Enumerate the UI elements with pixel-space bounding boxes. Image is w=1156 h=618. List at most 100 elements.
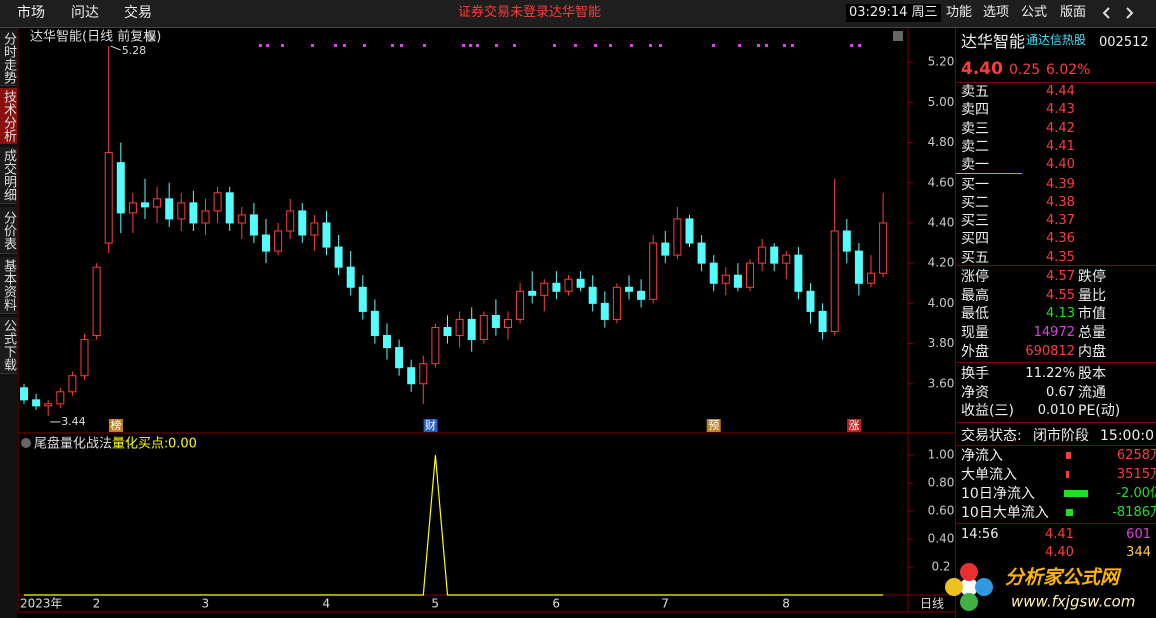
- indicator-menu-icon[interactable]: [21, 438, 31, 448]
- candle-body: [310, 222, 319, 236]
- chart-menu-icon[interactable]: [146, 32, 156, 42]
- x-tick-label: 7: [661, 597, 669, 611]
- candle-body: [262, 234, 270, 252]
- separator: [956, 82, 1156, 83]
- book-price: 4.43: [1046, 102, 1075, 118]
- stat-value: 0.67: [1046, 385, 1075, 400]
- separator: [956, 422, 1156, 423]
- stock-tag: 通达信热股: [1026, 33, 1087, 47]
- stat-value: 0.010: [1037, 403, 1075, 418]
- y-tick-label: 0.40: [928, 532, 955, 546]
- tool-item[interactable]: 功能: [946, 5, 973, 20]
- x-tick-label: 5: [431, 597, 439, 611]
- candle-body: [44, 403, 53, 407]
- stat-label-2: 市值: [1078, 306, 1106, 322]
- candle-body: [758, 246, 767, 264]
- candle-body: [56, 391, 65, 405]
- y-tick-label: 4.00: [928, 296, 955, 310]
- candle-body: [879, 222, 888, 274]
- tool-item[interactable]: 版面: [1060, 5, 1087, 20]
- legend-name: 量化买点:: [112, 437, 168, 452]
- candle-body: [92, 266, 101, 337]
- annotation-arrow: [110, 45, 121, 51]
- stat-value: 4.13: [1046, 306, 1075, 321]
- nav-arrows[interactable]: [1096, 0, 1136, 26]
- stat-label-2: 股本: [1078, 366, 1106, 382]
- status-label: 交易状态:: [961, 428, 1022, 444]
- x-tick-label: 8: [782, 597, 790, 611]
- flow-bar: [1066, 509, 1073, 516]
- book-label: 买一: [961, 176, 989, 193]
- tool-item[interactable]: 公式: [1021, 5, 1048, 20]
- signal-dot: [858, 44, 861, 47]
- tick-price: 4.41: [1045, 527, 1074, 542]
- candle-body: [322, 222, 331, 248]
- side-tab[interactable]: 公式下载: [0, 317, 17, 374]
- signal-dot: [791, 44, 794, 47]
- high-label: 5.28: [122, 44, 147, 57]
- maximize-icon[interactable]: [893, 31, 903, 41]
- candle-body: [274, 230, 283, 252]
- chart-title: 达华智能(日线 前复权): [30, 29, 161, 45]
- event-badge: [847, 419, 862, 432]
- signal-dot: [266, 44, 269, 47]
- x-tick-label: 6: [552, 597, 560, 611]
- stat-label: 换手: [961, 366, 989, 382]
- candle-body: [20, 387, 28, 401]
- candle-body: [225, 192, 234, 224]
- y-tick-label: 0.80: [928, 476, 955, 490]
- stat-label: 现量: [961, 325, 989, 341]
- signal-dot: [574, 44, 577, 47]
- book-price: 4.40: [1046, 157, 1075, 173]
- candle-body: [383, 335, 391, 349]
- login-notice: 证券交易未登录: [458, 5, 550, 20]
- signal-dot: [281, 44, 284, 47]
- candle-body: [68, 375, 77, 393]
- x-axis-label: 日线: [920, 597, 944, 611]
- stat-label: 外盘: [961, 344, 989, 360]
- y-tick-label: 1.00: [928, 448, 955, 462]
- flow-label: 净流入: [961, 448, 1003, 464]
- menu-item[interactable]: 交易: [124, 5, 152, 21]
- book-label: 买二: [961, 194, 989, 211]
- candle-body: [721, 274, 730, 284]
- tick-volume: 344: [1126, 545, 1151, 560]
- menu-item[interactable]: 市场: [17, 5, 45, 21]
- stat-label-2: 跌停: [1078, 269, 1106, 285]
- tool-item[interactable]: 选项: [983, 5, 1010, 20]
- flow-value: 6258万: [1116, 448, 1156, 463]
- side-tab[interactable]: 技术分析: [0, 88, 17, 144]
- y-tick-label: 4.80: [928, 135, 955, 149]
- candle-body: [213, 192, 222, 212]
- separator: [956, 173, 1022, 174]
- book-label: 买三: [961, 213, 989, 230]
- x-tick-label: 2023年: [20, 597, 63, 611]
- stat-label-2: 内盘: [1078, 344, 1106, 360]
- separator: [956, 523, 1156, 524]
- side-tab[interactable]: 分时走势: [0, 30, 17, 86]
- signal-dot: [609, 44, 612, 47]
- signal-dot: [630, 44, 633, 47]
- side-tab[interactable]: 成交明细: [0, 147, 17, 204]
- signal-dot: [476, 44, 479, 47]
- watermark-url: www.fxjgsw.com: [1011, 593, 1135, 611]
- candle-body: [818, 310, 827, 332]
- candle-body: [528, 290, 537, 296]
- flow-value: -2.00亿: [1116, 486, 1156, 501]
- change: 0.25: [1009, 62, 1041, 78]
- separator: [956, 362, 1156, 363]
- side-tab[interactable]: 基本资料: [0, 257, 17, 314]
- candle-body: [346, 266, 355, 288]
- signal-dot: [783, 44, 786, 47]
- candle-body: [770, 246, 779, 264]
- flow-bar: [1066, 452, 1071, 459]
- book-price: 4.39: [1046, 176, 1075, 192]
- menu-item[interactable]: 问达: [71, 5, 99, 21]
- side-tab[interactable]: 分价表: [0, 207, 17, 254]
- status-value: 闭市阶段: [1033, 428, 1089, 444]
- candle-body: [794, 254, 803, 292]
- signal-dot: [659, 44, 662, 47]
- candle-body: [298, 210, 307, 236]
- stat-label: 最高: [961, 288, 989, 304]
- candle-body: [673, 218, 682, 256]
